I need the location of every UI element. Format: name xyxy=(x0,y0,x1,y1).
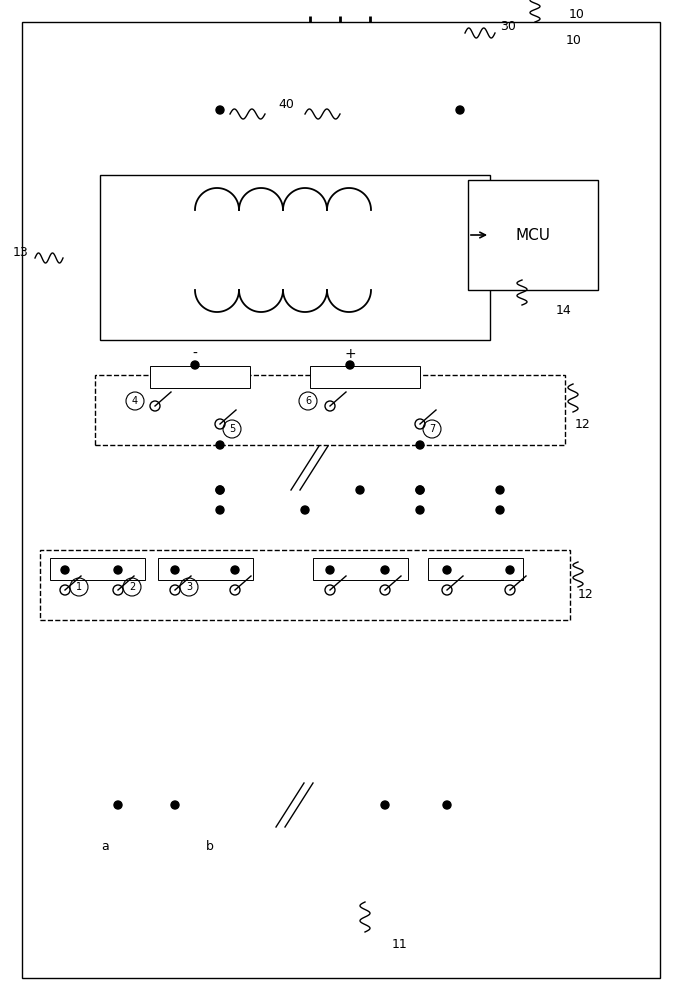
Circle shape xyxy=(496,506,504,514)
Circle shape xyxy=(381,801,389,809)
Circle shape xyxy=(381,566,389,574)
Bar xyxy=(100,175,490,340)
Text: 4: 4 xyxy=(132,396,138,406)
Circle shape xyxy=(346,361,354,369)
Circle shape xyxy=(496,486,504,494)
Circle shape xyxy=(301,506,309,514)
Circle shape xyxy=(416,441,424,449)
Circle shape xyxy=(506,566,514,574)
Text: 14: 14 xyxy=(556,304,572,316)
Text: 5: 5 xyxy=(229,424,235,434)
Bar xyxy=(40,550,570,620)
Circle shape xyxy=(416,486,424,494)
Circle shape xyxy=(326,566,334,574)
Circle shape xyxy=(443,566,451,574)
Bar xyxy=(150,366,250,388)
Bar xyxy=(310,366,420,388)
Text: 30: 30 xyxy=(500,19,516,32)
Circle shape xyxy=(216,506,224,514)
Text: 7: 7 xyxy=(429,424,435,434)
Circle shape xyxy=(416,486,424,494)
Text: 12: 12 xyxy=(575,418,591,432)
Circle shape xyxy=(231,566,239,574)
Bar xyxy=(468,180,598,290)
Text: 11: 11 xyxy=(392,938,408,952)
Text: 3: 3 xyxy=(186,582,192,592)
Text: 1: 1 xyxy=(76,582,82,592)
Bar xyxy=(95,375,565,445)
Circle shape xyxy=(443,801,451,809)
Text: +: + xyxy=(344,347,356,361)
Circle shape xyxy=(114,566,122,574)
Text: 2: 2 xyxy=(129,582,135,592)
Circle shape xyxy=(61,566,69,574)
Circle shape xyxy=(191,361,199,369)
Circle shape xyxy=(171,566,179,574)
Text: -: - xyxy=(193,347,197,361)
Bar xyxy=(428,558,523,580)
Bar xyxy=(313,558,408,580)
Circle shape xyxy=(456,106,464,114)
Text: 40: 40 xyxy=(278,99,294,111)
Circle shape xyxy=(171,801,179,809)
Text: 10: 10 xyxy=(569,8,585,21)
Bar xyxy=(158,558,253,580)
Circle shape xyxy=(216,486,224,494)
Text: 13: 13 xyxy=(12,245,28,258)
Bar xyxy=(50,558,145,580)
Circle shape xyxy=(114,801,122,809)
Text: MCU: MCU xyxy=(516,228,550,242)
Text: 6: 6 xyxy=(305,396,311,406)
Circle shape xyxy=(416,506,424,514)
Circle shape xyxy=(356,486,364,494)
Text: b: b xyxy=(206,840,214,853)
Text: a: a xyxy=(101,840,109,853)
Text: 10: 10 xyxy=(566,33,582,46)
Circle shape xyxy=(216,441,224,449)
Text: 12: 12 xyxy=(578,588,594,601)
Circle shape xyxy=(216,486,224,494)
Circle shape xyxy=(216,106,224,114)
